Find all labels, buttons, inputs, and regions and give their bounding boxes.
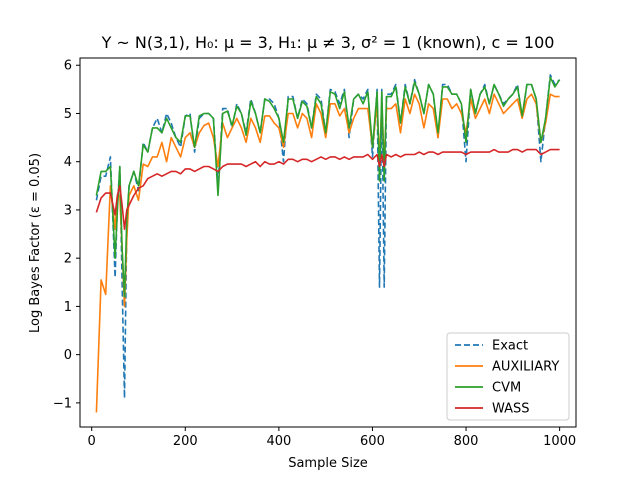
plot-area	[79, 57, 577, 428]
y-tick-label: 5	[64, 107, 72, 122]
y-axis: −1 0 1 2 3 4 5 6	[53, 59, 80, 411]
y-axis-label: Log Bayes Factor (ε = 0.05)	[28, 153, 43, 333]
y-tick-label: 6	[64, 59, 72, 74]
y-tick-label: 1	[64, 300, 72, 315]
legend-label-exact: Exact	[492, 339, 528, 354]
x-axis: 0 200 400 600 800 1000	[88, 427, 576, 449]
legend-label-auxiliary: AUXILIARY	[492, 360, 559, 375]
axes-frame	[79, 57, 577, 428]
x-tick-label: 600	[360, 434, 385, 449]
y-tick-label: 2	[64, 252, 72, 267]
x-tick-label: 1000	[543, 434, 576, 449]
series-line-wass	[95, 148, 560, 230]
x-axis-label: Sample Size	[288, 456, 368, 471]
y-tick-label: 3	[64, 203, 72, 218]
x-tick-label: 400	[266, 434, 291, 449]
chart-title: Y ~ N(3,1), H₀: μ = 3, H₁: μ ≠ 3, σ² = 1…	[101, 33, 555, 52]
legend-label-wass: WASS	[492, 402, 530, 417]
series-line-auxiliary	[95, 93, 560, 413]
legend: Exact AUXILIARY CVM WASS	[446, 332, 570, 421]
series-line-cvm	[95, 76, 561, 298]
legend-box	[446, 332, 570, 421]
y-tick-label: 0	[64, 348, 72, 363]
x-tick-label: 200	[173, 434, 198, 449]
legend-label-cvm: CVM	[492, 381, 521, 396]
y-tick-label: −1	[53, 396, 72, 411]
x-tick-label: 800	[454, 434, 479, 449]
series-layer	[95, 74, 561, 413]
y-tick-label: 4	[64, 155, 72, 170]
x-tick-label: 0	[88, 434, 96, 449]
